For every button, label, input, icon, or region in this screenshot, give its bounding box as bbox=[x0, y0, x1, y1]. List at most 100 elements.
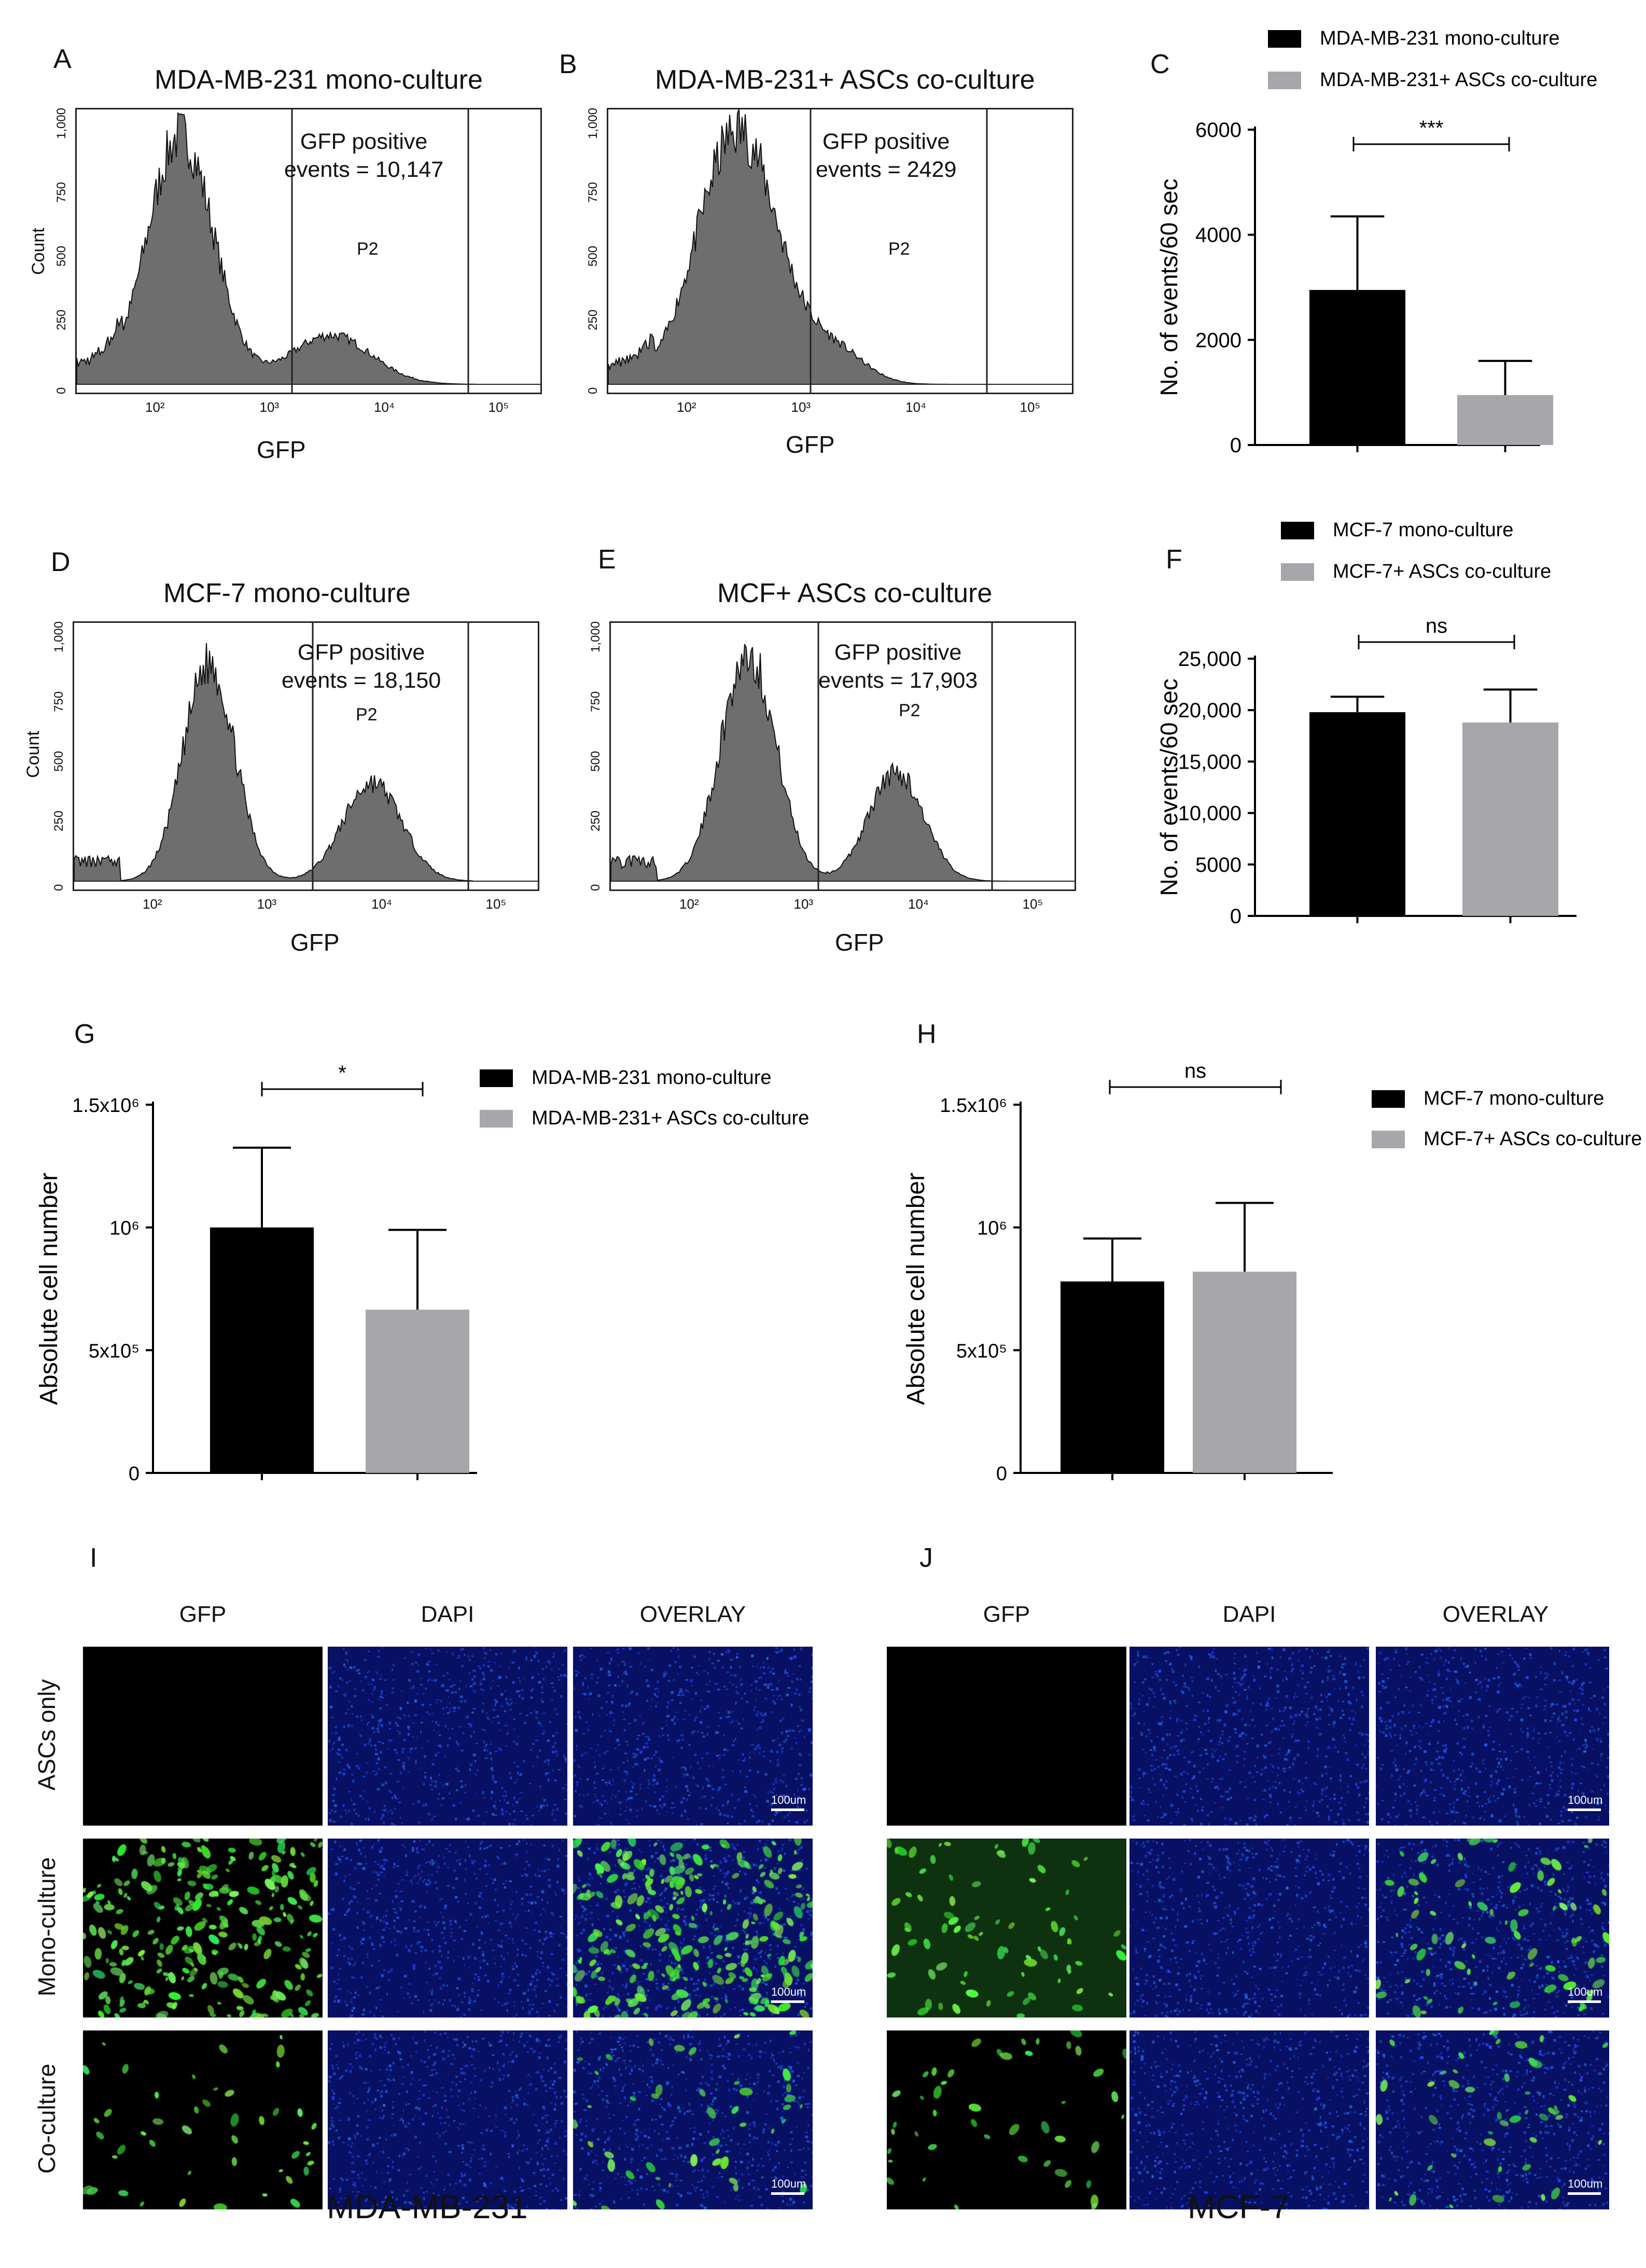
histogram-ytick: 250 bbox=[589, 810, 603, 831]
scale-bar-line bbox=[771, 2000, 804, 2003]
micrograph-dapi bbox=[328, 1647, 567, 1826]
panel-letter-b: B bbox=[559, 49, 577, 79]
panel-letter-f: F bbox=[1166, 545, 1182, 575]
histogram-ytick: 500 bbox=[54, 245, 68, 267]
legend-label: MCF-7+ ASCs co-culture bbox=[1424, 1128, 1642, 1150]
legend-label: MDA-MB-231 mono-culture bbox=[1320, 27, 1559, 49]
scale-bar: 100um bbox=[771, 1985, 806, 2003]
histogram-fill bbox=[74, 643, 475, 882]
y-tick-label: 1.5x10⁶ bbox=[940, 1095, 1007, 1117]
gfp-positive-text: GFP positive events = 18,150 bbox=[282, 640, 441, 693]
y-tick-label: 10⁶ bbox=[977, 1218, 1007, 1240]
column-header-dapi: DAPI bbox=[421, 1602, 475, 1627]
histogram-xtick: 10⁵ bbox=[1022, 896, 1043, 912]
micrograph-gfp bbox=[83, 1647, 323, 1826]
bar-chart-f: 0 5000 10,000 15,000 20,000 25,000 No. of even… bbox=[1155, 519, 1577, 928]
scale-bar-label: 100um bbox=[1568, 2177, 1603, 2190]
panel-a-title: MDA-MB-231 mono-culture bbox=[155, 65, 483, 95]
gate-label: P2 bbox=[888, 239, 910, 259]
gate-label: P2 bbox=[356, 705, 378, 725]
histogram-ytick: 1,000 bbox=[52, 621, 66, 652]
histogram-a: GFP positive events = 10,147 P2 bbox=[75, 108, 542, 394]
histogram-ytick: 500 bbox=[589, 750, 603, 772]
panel-letter-g: G bbox=[74, 1019, 95, 1049]
histogram-ytick: 500 bbox=[52, 750, 66, 772]
legend-label: MDA-MB-231+ ASCs co-culture bbox=[1320, 69, 1597, 91]
scale-bar: 100um bbox=[1568, 1793, 1603, 1811]
histogram-ytick: 500 bbox=[586, 245, 600, 267]
y-axis-label: No. of events/60 sec bbox=[1155, 678, 1182, 896]
histogram-ytick: 250 bbox=[54, 309, 68, 330]
scale-bar-label: 100um bbox=[1568, 1793, 1603, 1806]
micrograph-gfp bbox=[887, 1839, 1126, 2017]
panel-letter-c: C bbox=[1150, 49, 1170, 79]
histogram-xtick: 10³ bbox=[259, 399, 280, 415]
micrograph-overlay: 100um bbox=[573, 1839, 813, 2017]
legend-swatch bbox=[480, 1110, 513, 1128]
histogram-fill bbox=[76, 112, 476, 385]
micrograph-overlay: 100um bbox=[1376, 1647, 1609, 1826]
histogram-a-ylabel: Count bbox=[29, 228, 48, 275]
column-header-overlay: OVERLAY bbox=[1442, 1602, 1549, 1627]
y-tick-label: 0 bbox=[996, 1463, 1007, 1485]
histogram-ytick: 0 bbox=[586, 387, 600, 394]
y-tick-label: 5x10⁵ bbox=[89, 1340, 140, 1362]
histogram-xtick: 10⁴ bbox=[374, 399, 395, 415]
histogram-ytick: 0 bbox=[589, 884, 603, 891]
histogram-b: GFP positive events = 2429 P2 bbox=[607, 108, 1073, 394]
legend-swatch bbox=[1281, 563, 1314, 581]
histogram-d-xlabel: GFP bbox=[290, 929, 340, 956]
histogram-ytick: 750 bbox=[586, 182, 600, 203]
bar-chart-c: 0 2000 4000 6000 No. of events/60 sec *** MDA-… bbox=[1155, 27, 1597, 457]
histogram-ytick: 1,000 bbox=[586, 107, 600, 139]
panel-d-title: MCF-7 mono-culture bbox=[163, 578, 411, 608]
scale-bar-label: 100um bbox=[771, 1985, 806, 1998]
histogram-xtick: 10² bbox=[677, 399, 696, 415]
histogram-xtick: 10⁵ bbox=[488, 399, 509, 415]
micrograph-dapi bbox=[328, 2030, 567, 2209]
micrograph-dapi bbox=[1129, 1839, 1369, 2017]
y-tick-label: 5000 bbox=[1195, 854, 1242, 876]
y-tick-label: 25,000 bbox=[1178, 648, 1242, 671]
legend-swatch bbox=[1372, 1090, 1405, 1108]
y-tick-label: 6000 bbox=[1195, 119, 1242, 142]
gate-label: P2 bbox=[357, 239, 379, 259]
histogram-xtick: 10⁴ bbox=[905, 399, 927, 415]
histogram-ytick: 1,000 bbox=[54, 107, 68, 139]
significance-label: ns bbox=[1184, 1060, 1206, 1082]
micrograph-overlay: 100um bbox=[573, 2030, 813, 2209]
histogram-xtick: 10³ bbox=[257, 896, 277, 912]
micrograph-dapi bbox=[1129, 2030, 1369, 2209]
gfp-positive-text: GFP positive events = 10,147 bbox=[284, 129, 444, 182]
scale-bar-line bbox=[1568, 2000, 1601, 2003]
histogram-ytick: 750 bbox=[589, 691, 603, 712]
gfp-positive-text: GFP positive events = 17,903 bbox=[818, 640, 978, 693]
panel-e-title: MCF+ ASCs co-culture bbox=[717, 578, 993, 608]
bar bbox=[210, 1227, 314, 1473]
significance-label: *** bbox=[1419, 117, 1444, 140]
significance-label: * bbox=[338, 1062, 346, 1084]
row-label: Mono-culture bbox=[33, 1857, 60, 1996]
histogram-xtick: 10³ bbox=[793, 896, 814, 912]
panel-letter-a: A bbox=[53, 44, 72, 74]
legend-label: MCF-7 mono-culture bbox=[1424, 1088, 1604, 1109]
bar bbox=[1309, 712, 1405, 916]
histogram-e-plot bbox=[610, 623, 1075, 889]
y-tick-label: 0 bbox=[129, 1463, 140, 1485]
histogram-xtick: 10⁴ bbox=[371, 896, 393, 912]
panel-letter-d: D bbox=[51, 547, 71, 577]
y-tick-label: 0 bbox=[1230, 905, 1242, 928]
y-tick-label: 20,000 bbox=[1178, 699, 1242, 722]
scale-bar-label: 100um bbox=[1568, 1985, 1603, 1998]
gfp-positive-text: GFP positive events = 2429 bbox=[816, 129, 957, 182]
histogram-xtick: 10⁵ bbox=[1020, 399, 1041, 415]
histogram-ytick: 250 bbox=[52, 810, 66, 831]
histogram-xtick: 10³ bbox=[791, 399, 811, 415]
bar bbox=[1061, 1281, 1164, 1473]
column-header-gfp: GFP bbox=[179, 1602, 227, 1627]
micrograph-overlay: 100um bbox=[1376, 2030, 1609, 2209]
panel-b-title: MDA-MB-231+ ASCs co-culture bbox=[655, 65, 1035, 95]
legend-label: MCF-7+ ASCs co-culture bbox=[1333, 561, 1551, 582]
y-tick-label: 2000 bbox=[1195, 329, 1242, 352]
column-header-dapi: DAPI bbox=[1222, 1602, 1276, 1627]
